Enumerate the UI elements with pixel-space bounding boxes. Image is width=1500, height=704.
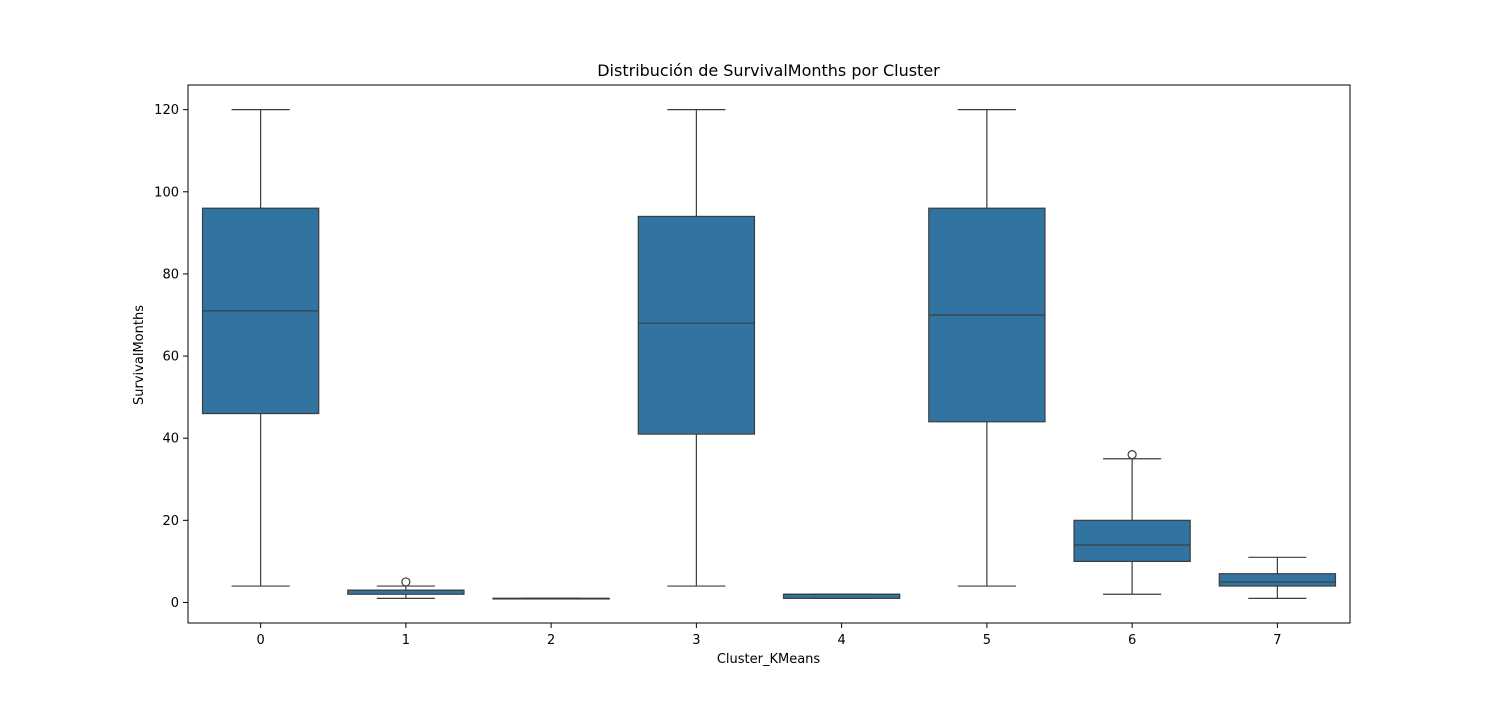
y-tick-label-60: 60: [162, 350, 179, 365]
y-tick-label-20: 20: [162, 514, 179, 529]
y-tick-label-120: 120: [154, 103, 179, 118]
box-7: [1218, 573, 1337, 587]
outlier-point-6-0: [1127, 450, 1137, 460]
plot-area: 0 20 40 60 80 100 120 0 1 2 3 4 5 6 7: [154, 84, 1351, 648]
y-axis-label: SurvivalMonths: [132, 305, 147, 405]
x-axis-label: Cluster_KMeans: [717, 652, 821, 667]
x-tick-label-1: 1: [402, 633, 410, 648]
plot-frame: [187, 84, 1351, 624]
x-tick-label-4: 4: [837, 633, 845, 648]
x-tick-label-5: 5: [983, 633, 991, 648]
x-tick-label-7: 7: [1273, 633, 1281, 648]
box-3: [637, 215, 756, 435]
y-tick-label-80: 80: [162, 267, 179, 282]
box-4: [782, 593, 901, 599]
x-tick-label-3: 3: [692, 633, 700, 648]
y-tick-label-40: 40: [162, 432, 179, 447]
box-6: [1073, 519, 1191, 562]
y-tick-label-100: 100: [154, 185, 179, 200]
outlier-point-1-0: [401, 577, 411, 587]
chart-title: Distribución de SurvivalMonths por Clust…: [597, 61, 940, 80]
box-1: [347, 589, 465, 595]
x-tick-label-6: 6: [1128, 633, 1136, 648]
y-tick-label-0: 0: [171, 596, 179, 611]
x-tick-label-2: 2: [547, 633, 555, 648]
x-tick-label-0: 0: [256, 633, 264, 648]
